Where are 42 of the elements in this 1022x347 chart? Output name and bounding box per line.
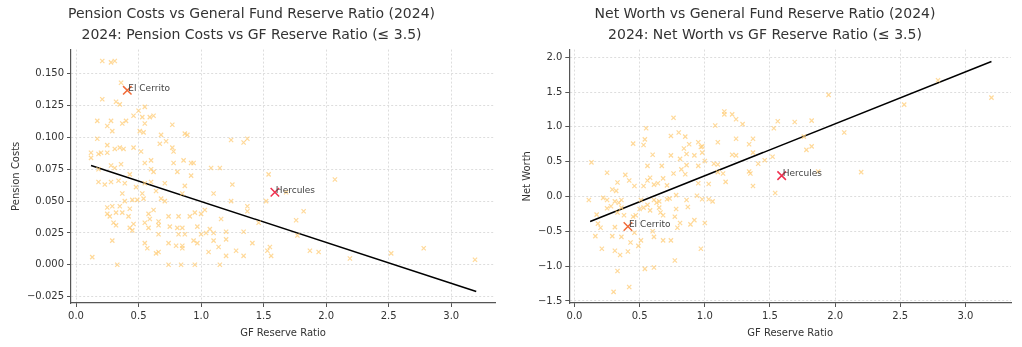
y-tick-label: 0.050 — [35, 194, 65, 206]
x-tick-label: 1.5 — [255, 309, 272, 321]
x-tick-label: 2.5 — [892, 309, 909, 321]
chart-title: Pension Costs vs General Fund Reserve Ratio (2024) — [67, 5, 436, 22]
series-label: El Cerrito — [628, 219, 672, 230]
x-tick-label: 3.0 — [443, 309, 460, 321]
y-tick-label: 2.0 — [546, 50, 563, 62]
x-axis-title: GF Reserve Ratio — [747, 326, 834, 338]
y-tick-label: 0.0 — [546, 190, 563, 202]
x-tick-label: 0.0 — [566, 309, 583, 321]
y-tick-label: 1.5 — [546, 85, 563, 97]
x-tick-label: 2.0 — [827, 309, 844, 321]
y-axis-title: Net Worth — [520, 151, 532, 202]
y-tick-label: −0.5 — [537, 224, 563, 236]
y-axis-title: Pension Costs — [9, 141, 21, 211]
x-tick-label: 2.5 — [380, 309, 397, 321]
chart-subtitle: 2024: Pension Costs vs GF Reserve Ratio (≤ 3.5) — [81, 25, 422, 42]
chart-subtitle: 2024: Net Worth vs GF Reserve Ratio (≤ 3.5) — [608, 25, 922, 42]
y-tick-label: 0.150 — [35, 67, 65, 79]
x-tick-label: 1.5 — [761, 309, 778, 321]
x-tick-label: 0.0 — [68, 309, 84, 321]
x-tick-label: 1.0 — [193, 309, 210, 321]
chart-title: Net Worth vs General Fund Reserve Ratio (2024) — [594, 5, 936, 22]
y-tick-label: 1.0 — [546, 120, 563, 132]
x-tick-label: 3.0 — [957, 309, 974, 321]
series-label: Hercules — [782, 168, 823, 179]
x-tick-label: 0.5 — [631, 309, 648, 321]
y-tick-label: 0.5 — [546, 155, 563, 167]
y-tick-label: −1.5 — [537, 294, 563, 306]
series-label: El Cerrito — [128, 83, 171, 94]
y-tick-label: 0.075 — [35, 162, 65, 174]
x-tick-label: 0.5 — [130, 309, 147, 321]
series-label: Hercules — [275, 185, 316, 196]
x-tick-label: 1.0 — [696, 309, 713, 321]
x-axis-title: GF Reserve Ratio — [240, 326, 326, 338]
y-tick-label: −0.025 — [26, 290, 65, 302]
y-tick-label: 0.100 — [35, 131, 65, 143]
y-tick-label: 0.025 — [35, 226, 65, 238]
y-tick-label: −1.0 — [537, 259, 563, 271]
y-tick-label: 0.000 — [35, 258, 65, 270]
x-tick-label: 2.0 — [318, 309, 335, 321]
y-tick-label: 0.125 — [35, 99, 65, 111]
